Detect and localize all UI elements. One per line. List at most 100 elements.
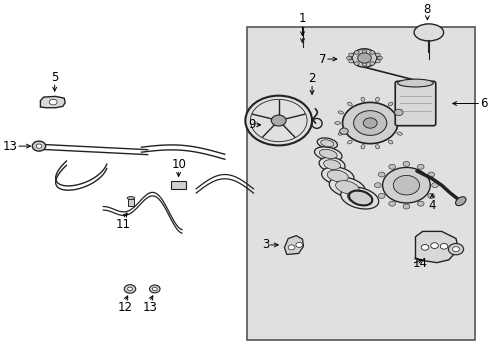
Circle shape: [348, 53, 353, 57]
Circle shape: [417, 164, 423, 169]
Bar: [171, 181, 186, 189]
Circle shape: [377, 56, 382, 60]
Circle shape: [342, 102, 397, 144]
Text: 6: 6: [479, 97, 487, 110]
Ellipse shape: [340, 187, 378, 209]
Circle shape: [152, 287, 157, 291]
Circle shape: [452, 247, 458, 252]
Circle shape: [351, 49, 376, 67]
Circle shape: [357, 53, 370, 63]
Ellipse shape: [396, 111, 402, 114]
Circle shape: [369, 62, 374, 65]
Circle shape: [447, 243, 463, 255]
Ellipse shape: [396, 132, 402, 135]
Text: 13: 13: [2, 140, 18, 153]
Circle shape: [287, 245, 294, 250]
Text: 5: 5: [51, 71, 58, 84]
Circle shape: [394, 109, 402, 116]
Circle shape: [353, 111, 386, 135]
Circle shape: [32, 141, 45, 151]
Circle shape: [388, 164, 395, 169]
Circle shape: [375, 59, 380, 63]
Ellipse shape: [335, 181, 358, 194]
Ellipse shape: [321, 167, 353, 185]
Circle shape: [36, 144, 42, 148]
Ellipse shape: [387, 102, 392, 106]
Text: 2: 2: [307, 72, 315, 85]
Circle shape: [417, 201, 423, 206]
Circle shape: [354, 51, 358, 54]
Circle shape: [339, 128, 347, 134]
Ellipse shape: [360, 97, 364, 102]
Ellipse shape: [326, 170, 347, 182]
Ellipse shape: [413, 24, 443, 41]
Ellipse shape: [347, 102, 351, 106]
Ellipse shape: [397, 79, 432, 87]
Circle shape: [392, 175, 419, 195]
Circle shape: [369, 51, 374, 54]
Text: 13: 13: [142, 301, 157, 314]
Ellipse shape: [360, 145, 364, 149]
Ellipse shape: [319, 157, 345, 172]
Circle shape: [127, 287, 132, 291]
Circle shape: [348, 59, 353, 63]
Circle shape: [420, 244, 428, 250]
Circle shape: [362, 63, 366, 66]
Polygon shape: [41, 96, 65, 108]
Text: 14: 14: [412, 257, 427, 270]
Ellipse shape: [317, 138, 337, 149]
Circle shape: [295, 242, 302, 247]
Circle shape: [431, 183, 437, 188]
Circle shape: [439, 243, 447, 249]
Text: 11: 11: [116, 218, 131, 231]
Circle shape: [427, 193, 434, 198]
Ellipse shape: [375, 145, 379, 149]
Polygon shape: [284, 236, 303, 255]
Circle shape: [402, 161, 409, 166]
Circle shape: [346, 56, 351, 60]
FancyBboxPatch shape: [394, 81, 435, 126]
Ellipse shape: [337, 111, 343, 114]
Circle shape: [382, 167, 429, 203]
Ellipse shape: [375, 97, 379, 102]
Circle shape: [378, 172, 384, 177]
Text: 4: 4: [427, 199, 435, 212]
Ellipse shape: [399, 122, 405, 125]
Ellipse shape: [347, 140, 351, 144]
Circle shape: [378, 193, 384, 198]
Ellipse shape: [334, 122, 340, 125]
Circle shape: [363, 118, 376, 128]
Ellipse shape: [314, 147, 341, 161]
Circle shape: [430, 243, 437, 248]
Circle shape: [245, 96, 311, 145]
Circle shape: [388, 201, 395, 206]
Circle shape: [354, 62, 358, 65]
Text: 8: 8: [423, 4, 430, 17]
Text: 9: 9: [248, 118, 255, 131]
Ellipse shape: [346, 191, 371, 205]
Circle shape: [375, 53, 380, 57]
Text: 1: 1: [298, 12, 305, 25]
Polygon shape: [415, 231, 457, 263]
Circle shape: [49, 99, 57, 105]
Text: 10: 10: [171, 158, 185, 171]
Circle shape: [374, 183, 380, 188]
Ellipse shape: [323, 160, 340, 170]
Ellipse shape: [320, 140, 333, 147]
Circle shape: [124, 285, 136, 293]
Ellipse shape: [455, 197, 465, 206]
Text: 12: 12: [118, 301, 132, 314]
Ellipse shape: [127, 197, 135, 199]
Ellipse shape: [337, 132, 343, 135]
Circle shape: [271, 115, 285, 126]
Ellipse shape: [328, 177, 365, 198]
Ellipse shape: [319, 149, 337, 158]
Circle shape: [149, 285, 160, 293]
Text: 3: 3: [261, 238, 268, 251]
Circle shape: [362, 50, 366, 53]
Ellipse shape: [387, 140, 392, 144]
Circle shape: [402, 204, 409, 209]
Text: 7: 7: [318, 53, 325, 66]
Bar: [247, 27, 474, 340]
Circle shape: [427, 172, 434, 177]
